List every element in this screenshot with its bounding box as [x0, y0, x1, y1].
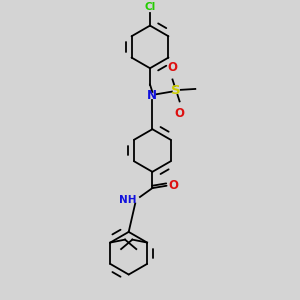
Text: N: N — [147, 89, 158, 102]
Text: NH: NH — [118, 195, 136, 205]
Text: O: O — [167, 61, 178, 74]
Text: O: O — [169, 179, 178, 192]
Text: O: O — [175, 107, 184, 120]
Text: Cl: Cl — [144, 2, 156, 12]
Text: S: S — [171, 84, 181, 97]
